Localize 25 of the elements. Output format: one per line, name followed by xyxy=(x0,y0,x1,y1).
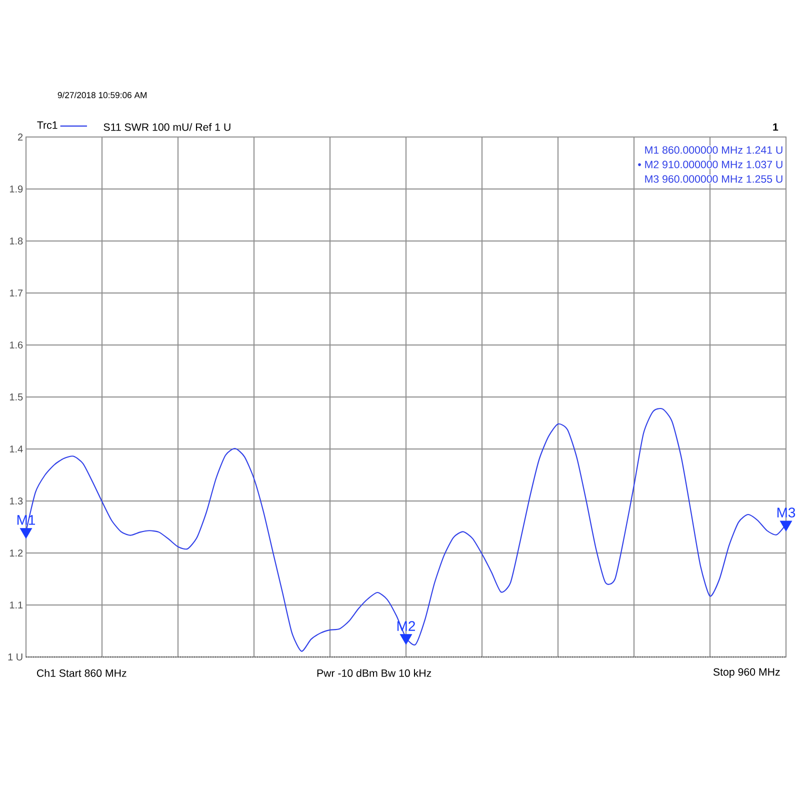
y-tick-label: 1.6 xyxy=(10,341,23,349)
data-label: M3 xyxy=(777,508,796,518)
text: 9/27/2018 10:59:06 AM xyxy=(58,92,146,98)
y-tick-label: 2 xyxy=(18,134,23,140)
point xyxy=(20,528,32,539)
y-tick-label: 1.7 xyxy=(10,290,23,296)
text: Stop 960 MHz xyxy=(713,668,780,678)
y-tick-label: 1.5 xyxy=(10,394,23,400)
annotation: M1 860.000000 MHz 1.241 U xyxy=(645,146,782,154)
y-tick-label: 1.2 xyxy=(10,550,23,556)
y-tick-label: 1 U xyxy=(8,654,22,660)
point xyxy=(780,520,792,532)
y-tick-label: 1.1 xyxy=(10,602,23,608)
text: S11 SWR 100 mU/ Ref 1 U xyxy=(104,123,230,131)
annotation: • M2 910.000000 MHz 1.037 U xyxy=(638,160,782,168)
annotation: M3 960.000000 MHz 1.255 U xyxy=(645,175,782,183)
y-tick-label: 1.9 xyxy=(10,185,23,193)
y-tick-label: 1.3 xyxy=(10,497,23,505)
text: Pwr -10 dBm Bw 10 kHz xyxy=(317,669,432,677)
legend-label: Trc1 xyxy=(37,121,58,129)
text: 1 xyxy=(773,123,778,131)
y-tick-label: 1.8 xyxy=(10,237,23,245)
text: Ch1 Start 860 MHz xyxy=(37,669,126,677)
y-tick-label: 1.4 xyxy=(10,446,23,452)
point xyxy=(400,634,412,645)
